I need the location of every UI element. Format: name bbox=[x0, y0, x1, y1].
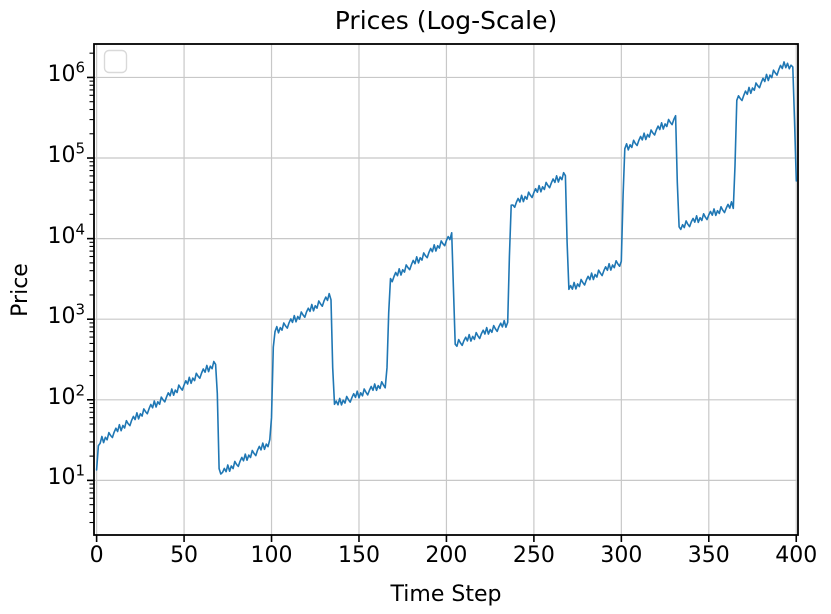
x-tick-label: 0 bbox=[89, 543, 104, 568]
x-tick-label: 100 bbox=[250, 543, 293, 568]
x-axis-label: Time Step bbox=[390, 582, 502, 607]
y-tick-label: 104 bbox=[47, 220, 85, 249]
x-tick-label: 200 bbox=[425, 543, 468, 568]
chart-title: Prices (Log-Scale) bbox=[334, 6, 558, 35]
x-tick-label: 250 bbox=[512, 543, 555, 568]
x-tick-label: 400 bbox=[775, 543, 818, 568]
y-tick-label: 106 bbox=[47, 59, 85, 88]
x-tick-label: 300 bbox=[600, 543, 643, 568]
x-tick-label: 350 bbox=[687, 543, 730, 568]
y-tick-label: 103 bbox=[47, 300, 85, 330]
x-tick-label: 50 bbox=[170, 543, 199, 568]
y-tick-label: 101 bbox=[47, 462, 85, 491]
price-line bbox=[95, 61, 798, 475]
x-tick-label: 150 bbox=[337, 543, 380, 568]
y-tick-label: 102 bbox=[47, 381, 85, 410]
legend-box bbox=[103, 49, 128, 74]
y-tick-label: 105 bbox=[47, 139, 85, 169]
